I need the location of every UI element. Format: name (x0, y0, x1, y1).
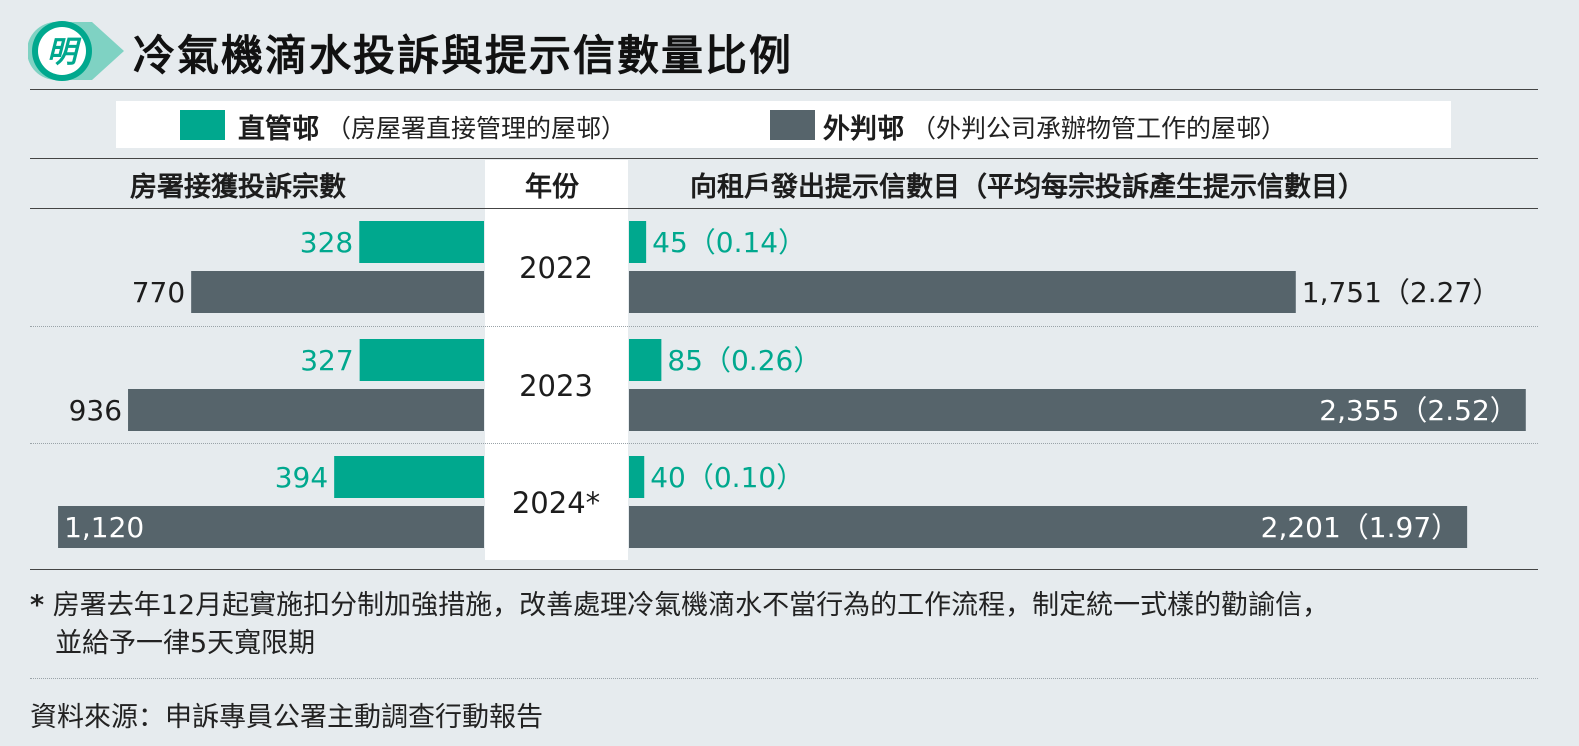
source-note: 資料來源：申訴專員公署主動調查行動報告 (30, 695, 543, 734)
complaints-value-label: 936 (69, 394, 122, 427)
complaints-bar (360, 339, 484, 381)
complaints-value-label: 394 (275, 461, 328, 494)
letters-value-label: 40（0.10） (650, 461, 804, 494)
year-label: 2022 (519, 251, 593, 285)
complaints-value-label: 1,120 (64, 511, 144, 544)
complaints-bar (334, 456, 484, 498)
footnote-line1: 房署去年12月起實施扣分制加強措施，改善處理冷氣機滴水不當行為的工作流程，制定統… (53, 590, 1329, 621)
footnote-line2: 並給予一律5天寬限期 (30, 625, 1329, 663)
letters-value-label: 45（0.14） (652, 226, 806, 259)
complaints-value-label: 770 (132, 276, 185, 309)
row-separator (30, 678, 1538, 679)
complaints-bar (191, 271, 484, 313)
year-label: 2024* (512, 486, 600, 520)
letters-value-label: 85（0.26） (667, 344, 821, 377)
year-label: 2023 (519, 369, 593, 403)
complaints-bar (359, 221, 484, 263)
complaints-value-label: 327 (300, 344, 353, 377)
complaints-bar (128, 389, 484, 431)
footnote: * 房署去年12月起實施扣分制加強措施，改善處理冷氣機滴水不當行為的工作流程，制… (30, 587, 1329, 663)
letters-value-label: 2,201（1.97） (1261, 511, 1460, 544)
letters-bar (629, 456, 644, 498)
letters-bar (629, 339, 661, 381)
letters-value-label: 2,355（2.52） (1319, 394, 1518, 427)
letters-value-label: 1,751（2.27） (1302, 276, 1501, 309)
complaints-value-label: 328 (300, 226, 353, 259)
letters-bar (629, 271, 1296, 313)
letters-bar (629, 221, 646, 263)
footnote-star: * (30, 590, 44, 621)
